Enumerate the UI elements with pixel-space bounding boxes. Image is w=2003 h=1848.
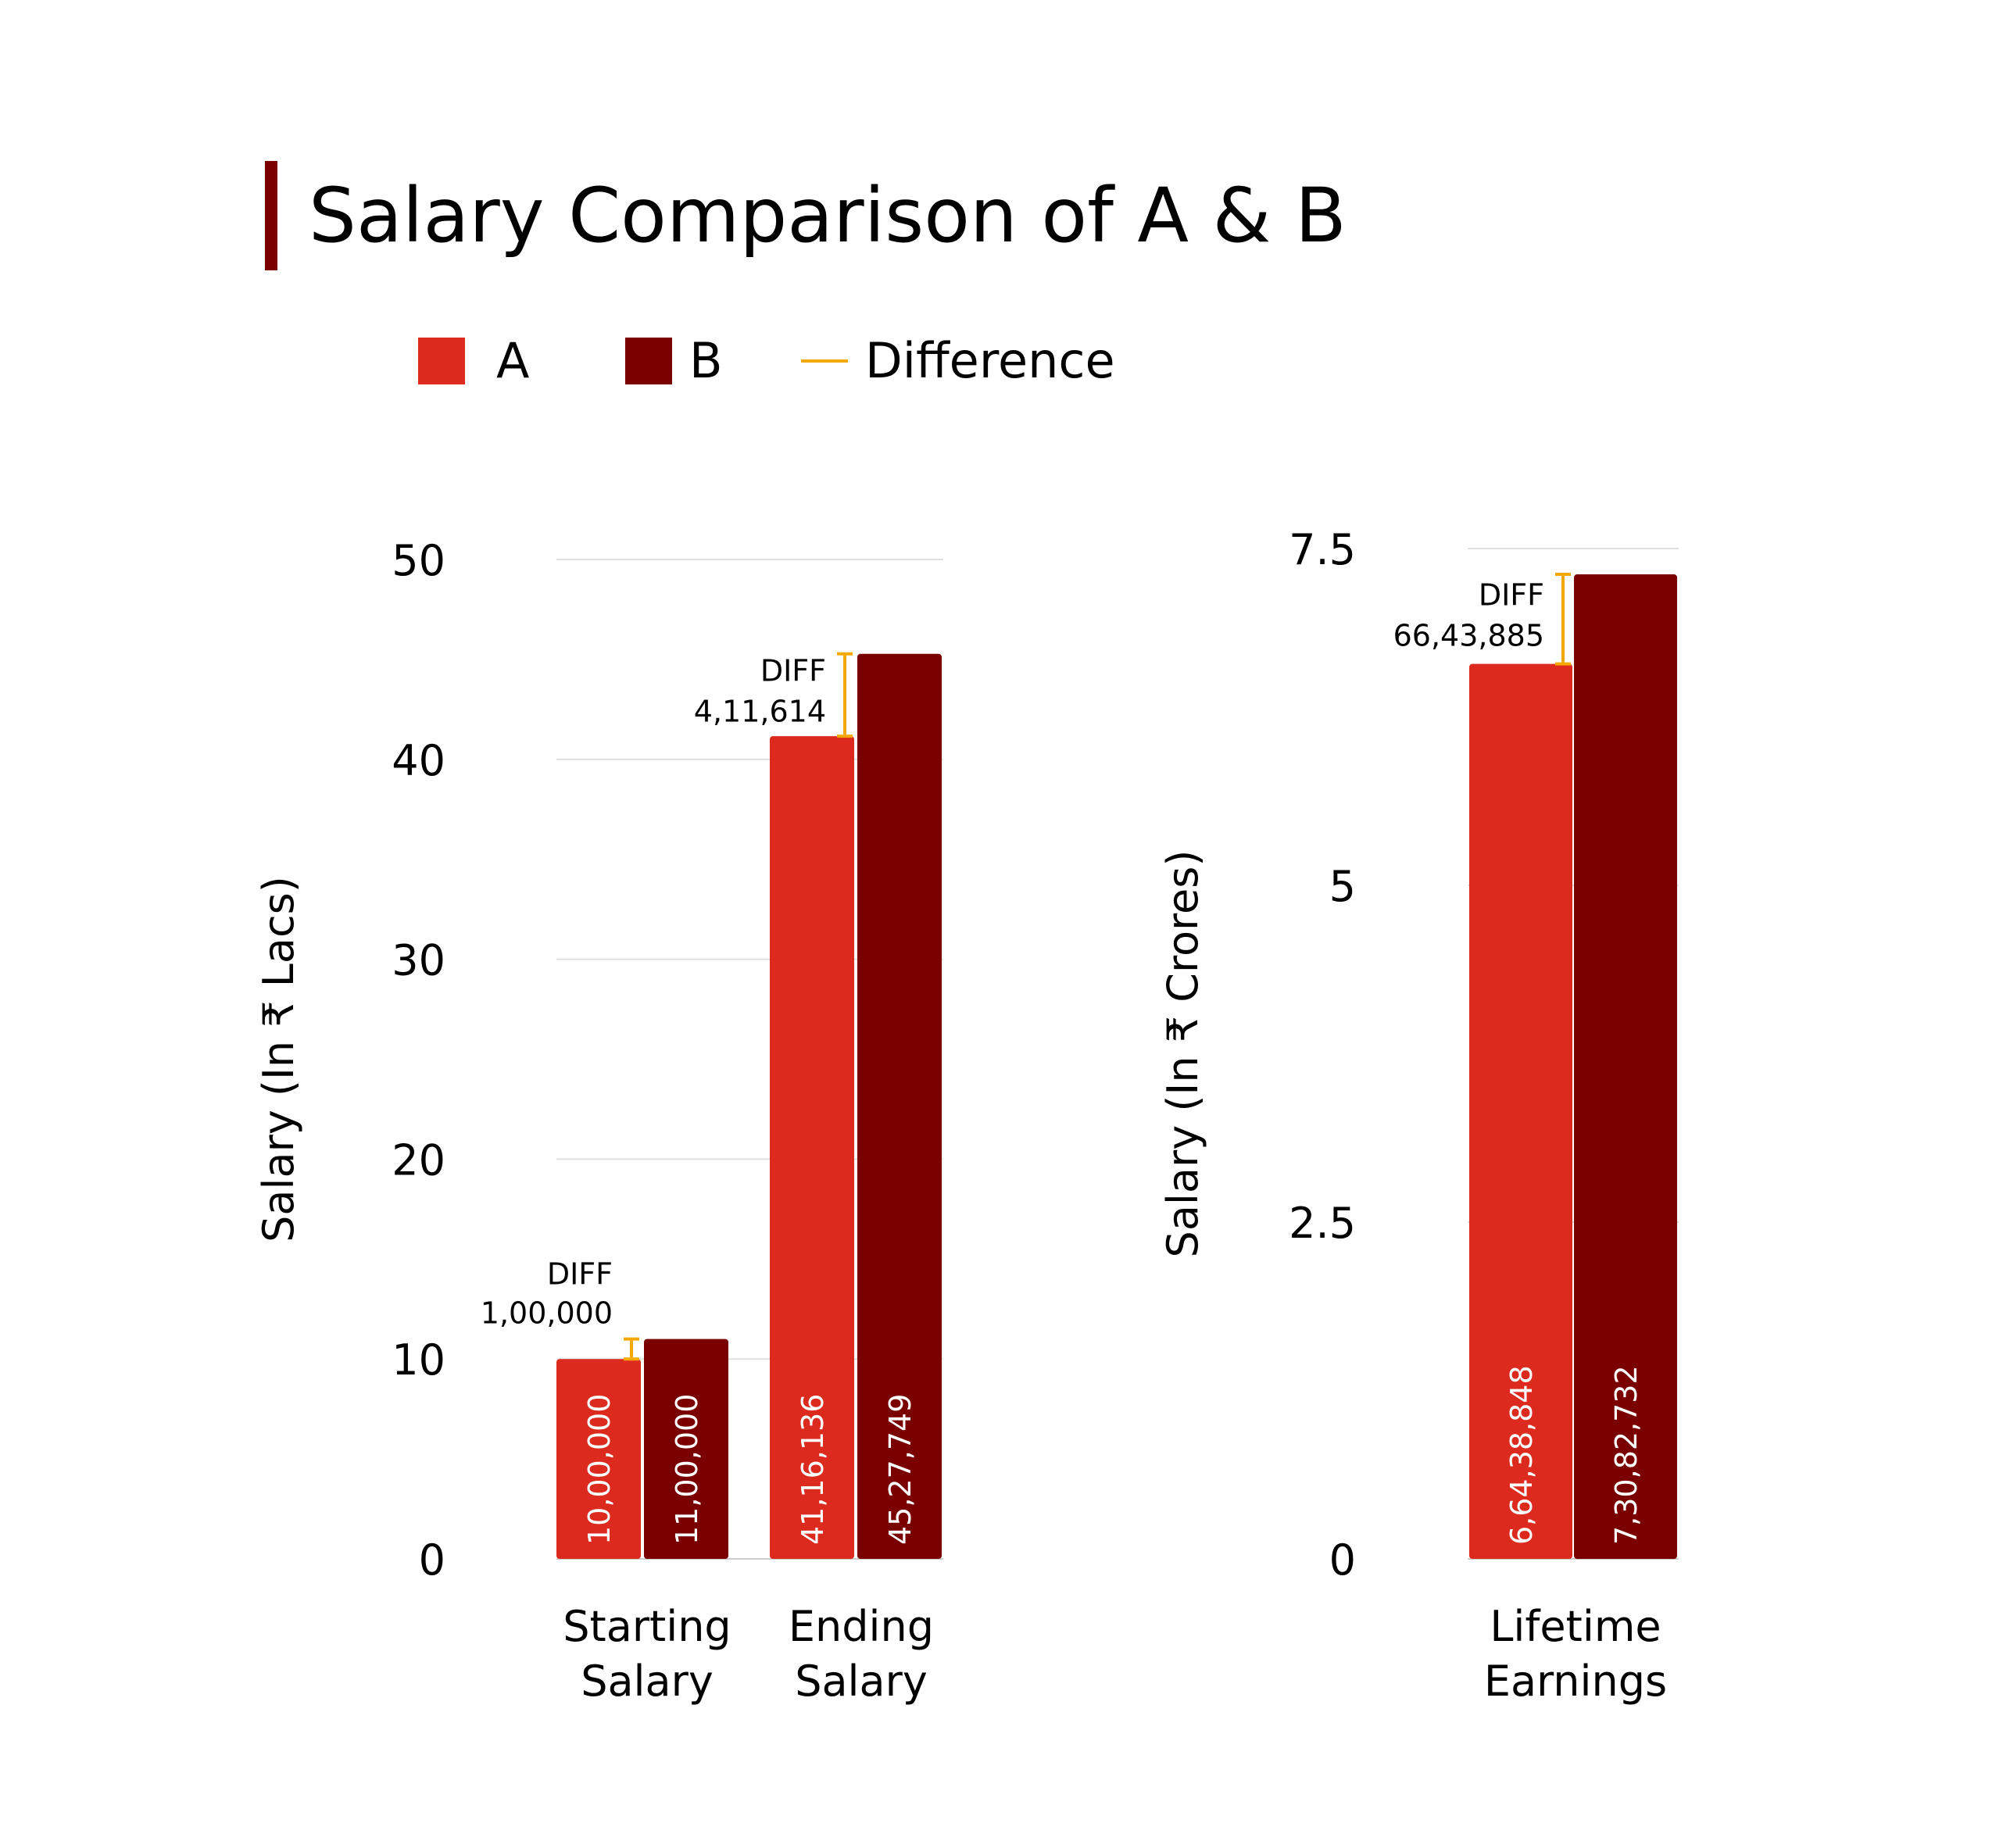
y-tick-label: 40 — [392, 736, 445, 785]
difference-value: 4,11,614 — [694, 694, 826, 728]
y-tick-label: 10 — [392, 1335, 445, 1385]
y-tick-label: 30 — [392, 936, 445, 985]
bar-value-label: 10,00,000 — [582, 1394, 617, 1545]
bar-a — [770, 736, 854, 1559]
legend-line-difference — [801, 359, 848, 363]
y-axis-title: Salary (In ₹ Lacs) — [254, 876, 303, 1242]
bar-value-label: 7,30,82,732 — [1609, 1365, 1644, 1545]
x-category-label: Ending — [789, 1602, 934, 1651]
y-tick-label: 20 — [392, 1135, 445, 1185]
legend-label-b: B — [689, 332, 723, 389]
x-category-label: Starting — [563, 1602, 731, 1651]
y-tick-label: 0 — [419, 1535, 445, 1585]
x-category-label: Salary — [581, 1657, 714, 1706]
legend-label-difference: Difference — [865, 332, 1115, 389]
difference-value: 1,00,000 — [481, 1296, 613, 1331]
difference-value: 66,43,885 — [1393, 618, 1544, 652]
difference-label: DIFF — [760, 653, 826, 688]
legend: A B Difference — [0, 328, 2003, 391]
bar-a — [1469, 663, 1572, 1559]
title-accent-bar — [265, 161, 277, 270]
chart-title: Salary Comparison of A & B — [309, 172, 1347, 259]
bar-value-label: 45,27,749 — [883, 1394, 917, 1545]
legend-swatch-a — [418, 338, 465, 384]
y-tick-label: 50 — [392, 536, 445, 585]
x-category-label: Lifetime — [1490, 1602, 1661, 1651]
bar-a — [556, 1359, 641, 1559]
bar-b — [857, 653, 942, 1560]
x-category-label: Salary — [795, 1657, 928, 1706]
y-tick-label: 0 — [1329, 1535, 1356, 1585]
bar-b — [644, 1339, 728, 1559]
difference-label: DIFF — [547, 1257, 613, 1292]
legend-swatch-b — [625, 338, 672, 384]
y-tick-label: 7.5 — [1289, 525, 1356, 574]
y-axis-title: Salary (In ₹ Crores) — [1158, 850, 1207, 1258]
bar-b — [1574, 574, 1677, 1559]
legend-label-a: A — [496, 332, 530, 389]
bar-value-label: 6,64,38,848 — [1504, 1365, 1539, 1545]
bar-value-label: 41,16,136 — [796, 1394, 830, 1545]
difference-label: DIFF — [1479, 577, 1544, 612]
x-category-label: Earnings — [1484, 1657, 1667, 1706]
y-tick-label: 2.5 — [1289, 1199, 1356, 1248]
bar-value-label: 11,00,000 — [670, 1394, 704, 1545]
y-tick-label: 5 — [1329, 862, 1356, 911]
